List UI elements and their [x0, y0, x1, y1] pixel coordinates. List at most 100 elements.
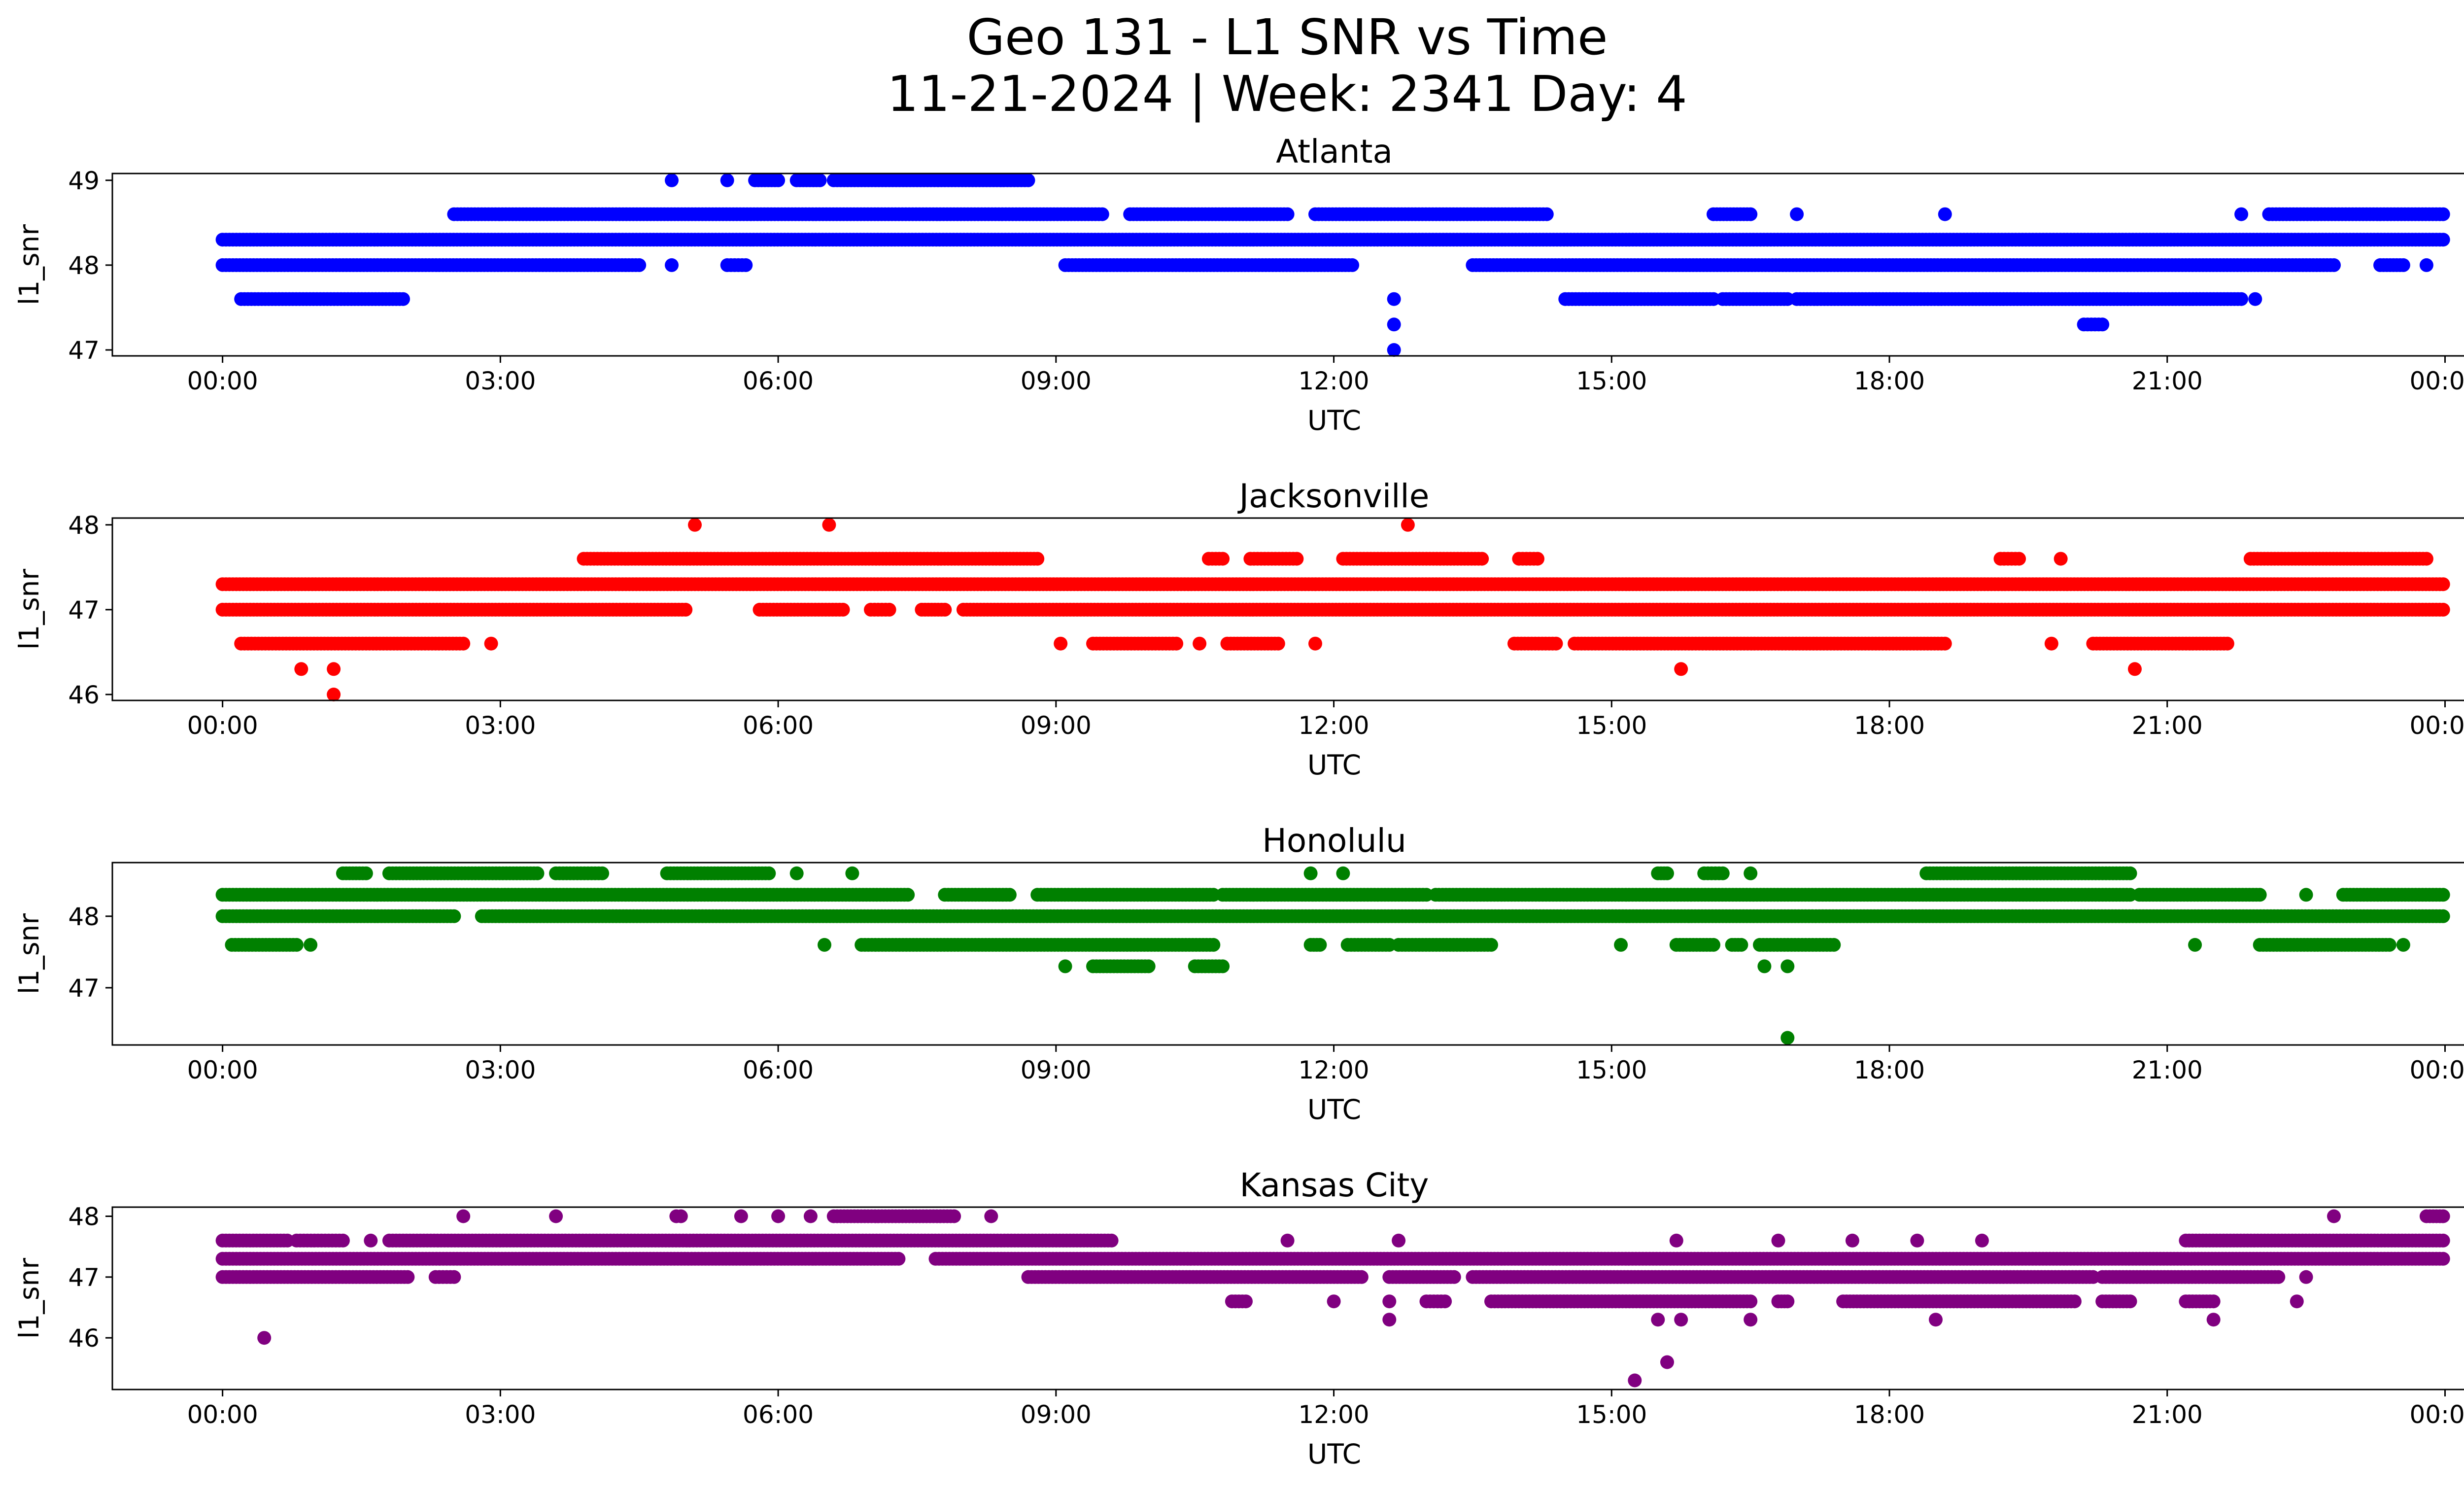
data-point [1169, 636, 1184, 651]
data-point [665, 173, 679, 187]
data-point [2128, 662, 2142, 676]
data-point [1475, 552, 1489, 566]
data-point [1290, 552, 1304, 566]
data-point [2327, 258, 2341, 272]
y-tick-label: 48 [68, 511, 100, 540]
data-point [2436, 909, 2450, 923]
y-tick-label: 46 [68, 681, 100, 709]
data-point [1308, 636, 1322, 651]
data-point [2436, 207, 2450, 221]
x-axis: 00:00 03:00 06:00 09:00 12:00 15:00 18:00 21:00… [187, 356, 2464, 395]
data-point [1054, 636, 1068, 651]
data-point [2436, 602, 2450, 617]
data-point [2234, 292, 2249, 306]
data-point [1387, 343, 1401, 357]
data-point [1345, 258, 1360, 272]
x-tick-label: 21:00 [2132, 367, 2203, 395]
data-point [484, 636, 498, 651]
data-point [1271, 636, 1285, 651]
data-point [2253, 888, 2267, 902]
data-point [2436, 888, 2450, 902]
data-point [289, 938, 304, 952]
data-points [215, 866, 2450, 1045]
data-point [2436, 233, 2450, 247]
data-point [1030, 552, 1045, 566]
data-point [2419, 258, 2433, 272]
data-point [1531, 552, 1544, 566]
x-tick-label: 12:00 [1299, 711, 1369, 740]
x-tick-label: 00:00 [2409, 711, 2464, 740]
data-point [327, 688, 341, 701]
x-tick-label: 15:00 [1576, 367, 1647, 395]
y-axis: 46 47 48 [68, 511, 112, 709]
data-point [688, 518, 702, 532]
data-point [813, 173, 827, 187]
data-point [2396, 258, 2410, 272]
figure-subtitle: 11-21-2024 | Week: 2341 Day: 4 [887, 65, 1687, 123]
data-point [720, 173, 734, 187]
x-tick-label: 09:00 [1021, 367, 1092, 395]
x-tick-label: 18:00 [1854, 367, 1925, 395]
data-point [304, 938, 318, 952]
x-tick-label: 15:00 [1576, 711, 1647, 740]
data-point [2053, 552, 2068, 566]
data-point [818, 938, 831, 952]
subplot-title: Jacksonville [1237, 477, 1430, 515]
data-point [632, 258, 647, 272]
data-point [739, 258, 753, 272]
x-tick-label: 00:00 [187, 367, 258, 395]
x-tick-label: 21:00 [2132, 711, 2203, 740]
data-point [665, 258, 679, 272]
data-point [396, 292, 410, 306]
data-point [1216, 552, 1230, 566]
data-point [1674, 662, 1688, 676]
y-axis-label: l1_snr [13, 569, 45, 650]
data-point [1540, 207, 1554, 221]
data-point [882, 602, 896, 617]
data-point [456, 636, 471, 651]
data-point [2419, 552, 2433, 566]
data-points [215, 173, 2450, 357]
data-point [2234, 207, 2249, 221]
x-axis: 00:00 03:00 06:00 09:00 12:00 15:00 18:00 21:00… [187, 700, 2464, 740]
data-point [836, 602, 850, 617]
data-point [2012, 552, 2026, 566]
figure-title: Geo 131 - L1 SNR vs Time [967, 8, 1608, 66]
data-point [901, 888, 915, 902]
x-tick-label: 03:00 [465, 711, 536, 740]
x-tick-label: 03:00 [465, 367, 536, 395]
data-point [1387, 317, 1401, 332]
x-tick-label: 12:00 [1299, 367, 1369, 395]
data-point [1095, 207, 1109, 221]
subplot-title: Atlanta [1276, 133, 1393, 171]
data-point [938, 602, 952, 617]
data-point [2436, 577, 2450, 591]
data-point [822, 518, 836, 532]
data-point [679, 602, 693, 617]
y-tick-label: 47 [68, 336, 100, 365]
data-point [1790, 207, 1804, 221]
data-point [1193, 636, 1207, 651]
x-tick-label: 06:00 [743, 711, 814, 740]
data-point [1387, 292, 1401, 306]
x-tick-label: 00:00 [2409, 367, 2464, 395]
panels: Atlanta 00:00 03:00 06:00 09:00 12:00 15:00 18:… [13, 133, 2464, 1470]
data-point [771, 173, 786, 187]
data-point [2095, 317, 2110, 332]
data-point [1549, 636, 1563, 651]
data-point [1401, 518, 1415, 532]
x-axis-label: UTC [1307, 749, 1361, 781]
y-axis-label: l1_snr [13, 224, 45, 305]
data-point [1744, 207, 1758, 221]
subplot-title: Honolulu [1262, 822, 1406, 860]
x-tick-label: 18:00 [1854, 711, 1925, 740]
data-point [1938, 636, 1952, 651]
data-point [2299, 888, 2313, 902]
data-points [215, 518, 2450, 701]
data-point [327, 662, 341, 676]
y-tick-label: 47 [68, 596, 100, 625]
x-axis-label: UTC [1307, 405, 1361, 436]
data-point [1938, 207, 1952, 221]
